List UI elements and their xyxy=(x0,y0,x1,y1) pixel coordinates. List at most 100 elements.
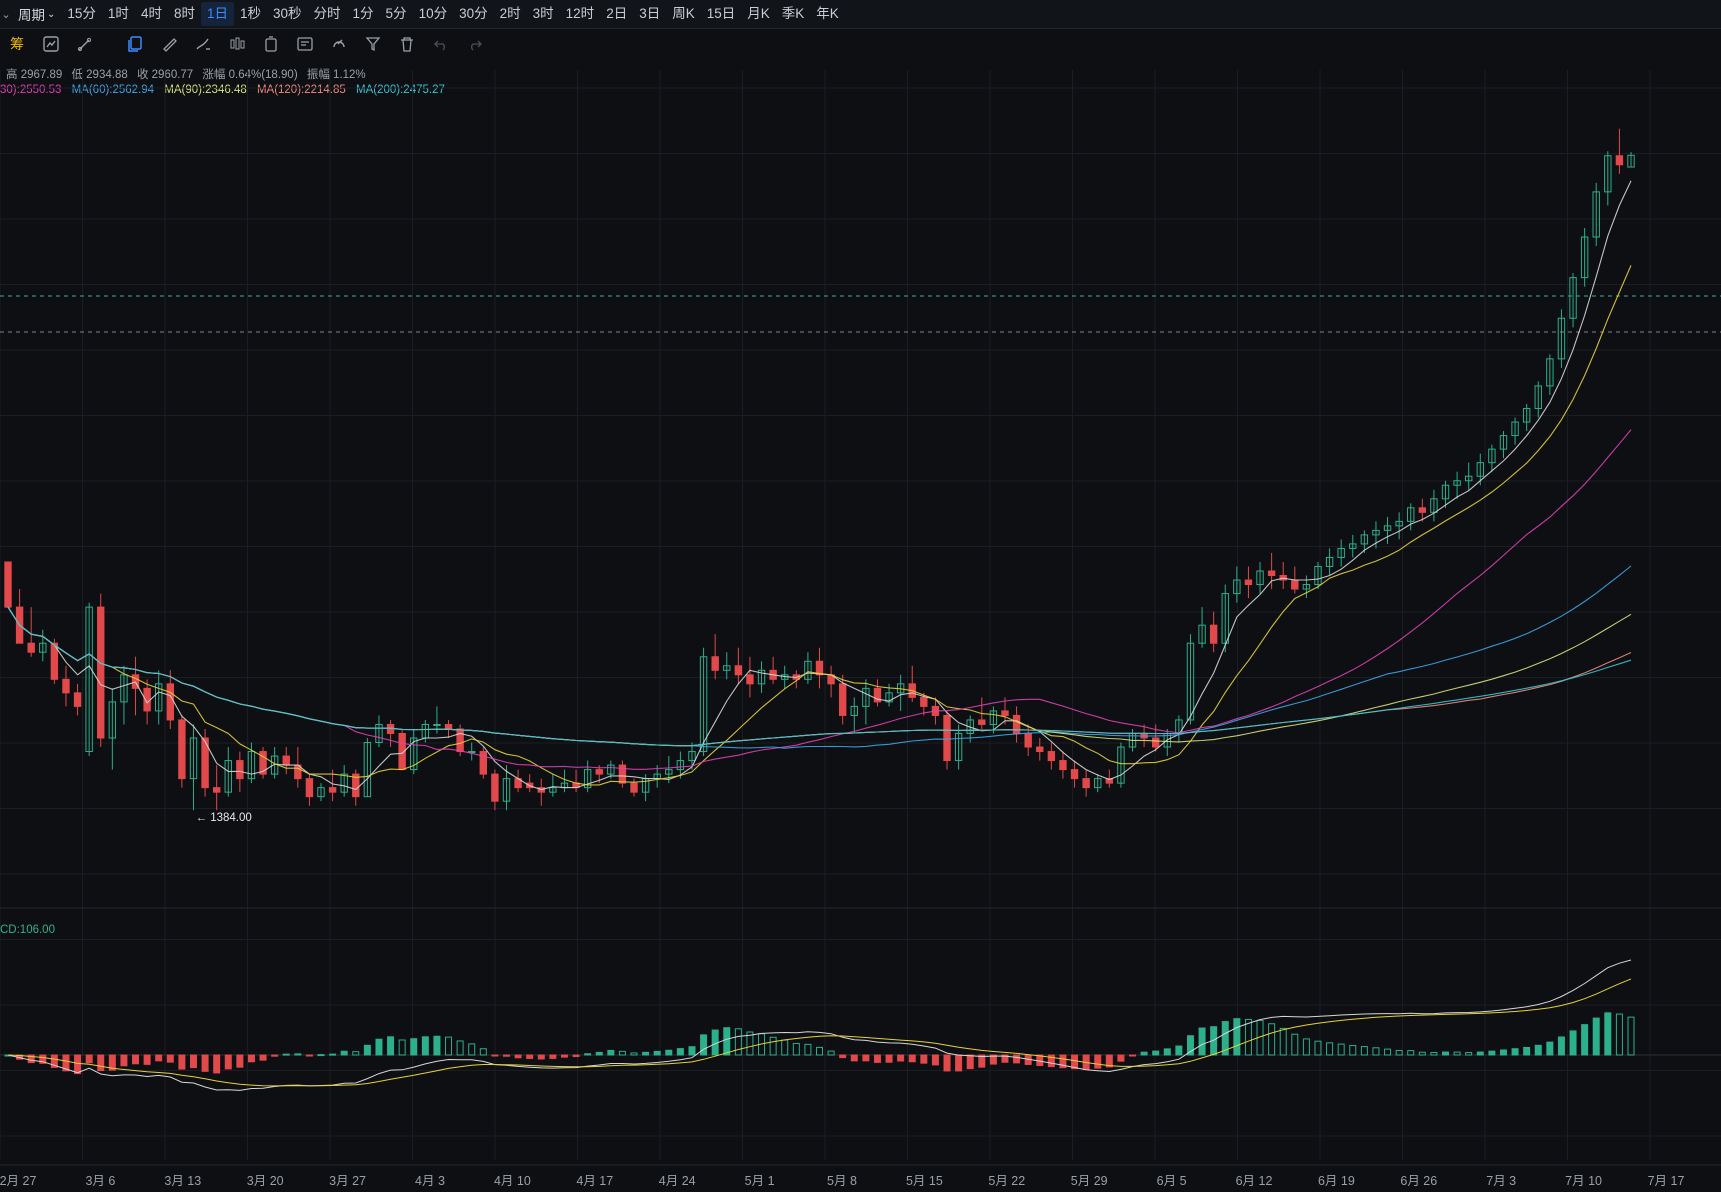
macd-bar xyxy=(572,1054,580,1058)
candle-body xyxy=(85,606,93,753)
macd-bar xyxy=(305,1054,313,1057)
candle-body xyxy=(723,665,731,671)
macd-bar xyxy=(433,1035,441,1056)
macd-bar xyxy=(1094,1054,1102,1069)
chip-icon[interactable]: 筹 xyxy=(0,29,34,59)
timeframe-0[interactable]: 15分 xyxy=(67,6,96,21)
candle-body xyxy=(491,773,499,802)
candle-body xyxy=(1604,155,1612,193)
timeframe-21[interactable]: 年K xyxy=(816,6,839,21)
timeframe-15[interactable]: 2日 xyxy=(606,6,628,21)
timeframe-16[interactable]: 3日 xyxy=(639,6,661,21)
candle-body xyxy=(862,687,870,707)
candles-icon[interactable] xyxy=(220,29,254,59)
candle-body xyxy=(885,692,893,703)
trash-icon[interactable] xyxy=(390,29,424,59)
macd-bar xyxy=(502,1054,510,1057)
candle-body xyxy=(224,760,232,793)
timeframe-4[interactable]: 1日 xyxy=(200,2,234,26)
timeframe-2[interactable]: 4时 xyxy=(140,6,162,21)
candle-body xyxy=(1233,579,1241,595)
copy-icon[interactable] xyxy=(118,29,152,59)
candle-body xyxy=(1441,484,1450,500)
undo-icon[interactable] xyxy=(424,29,458,59)
macd-bar xyxy=(1557,1036,1565,1056)
note-icon[interactable] xyxy=(288,29,322,59)
candle-body xyxy=(363,742,372,798)
candle-body xyxy=(1302,584,1311,590)
candle-body xyxy=(1395,520,1403,527)
period-dropdown[interactable]: 周期 ⌄ xyxy=(12,4,61,24)
macd-bar xyxy=(1372,1047,1380,1056)
candle-body xyxy=(433,723,441,726)
pen-icon[interactable] xyxy=(68,29,102,59)
candle-body xyxy=(1580,236,1589,279)
macd-bar xyxy=(421,1036,429,1056)
x-tick-label: 3月 6 xyxy=(85,1174,116,1188)
macd-bar xyxy=(398,1039,406,1056)
timeframe-9[interactable]: 5分 xyxy=(385,6,407,21)
timeframe-5[interactable]: 1秒 xyxy=(239,6,261,21)
macd-bar xyxy=(897,1054,905,1062)
indicator-icon[interactable] xyxy=(34,29,68,59)
delete-marker-icon[interactable] xyxy=(254,29,288,59)
ruler-icon[interactable] xyxy=(152,29,186,59)
candle-body xyxy=(1070,769,1079,780)
candle-body xyxy=(259,751,267,775)
candle-body xyxy=(1383,525,1392,531)
x-tick-label: 4月 17 xyxy=(576,1174,614,1188)
timeframe-11[interactable]: 30分 xyxy=(459,6,488,21)
macd-bar xyxy=(468,1043,476,1056)
macd-bar xyxy=(1221,1021,1229,1056)
ma200-value: MA(200):2475.27 xyxy=(356,84,445,96)
magnet-icon[interactable] xyxy=(322,29,356,59)
macd-bar xyxy=(178,1054,186,1070)
timeframe-20[interactable]: 季K xyxy=(781,6,805,21)
candle-body xyxy=(607,764,615,775)
timeframe-14[interactable]: 12时 xyxy=(565,6,595,21)
macd-bar xyxy=(1476,1051,1484,1056)
filter-icon[interactable] xyxy=(356,29,390,59)
candle-body xyxy=(1001,710,1009,716)
timeframe-12[interactable]: 2时 xyxy=(499,6,521,21)
timeframe-13[interactable]: 3时 xyxy=(532,6,554,21)
candle-body xyxy=(502,778,511,802)
low-value: 低 2934.88 xyxy=(71,69,128,81)
macd-bar xyxy=(224,1054,232,1070)
timeframe-1[interactable]: 1时 xyxy=(107,6,129,21)
macd-bar xyxy=(97,1054,105,1071)
timeframe-10[interactable]: 10分 xyxy=(418,6,448,21)
candle-body xyxy=(1534,385,1542,410)
chevron-left-icon[interactable]: ⌄ xyxy=(1,8,11,21)
macd-bar xyxy=(143,1054,151,1065)
candle-body xyxy=(328,787,337,793)
candle-body xyxy=(699,656,708,753)
macd-bar xyxy=(781,1039,789,1056)
brush-icon[interactable] xyxy=(186,29,220,59)
macd-bar xyxy=(1442,1051,1450,1056)
macd-bar xyxy=(1152,1050,1160,1056)
timeframe-19[interactable]: 月K xyxy=(747,6,770,21)
candle-body xyxy=(1372,529,1380,536)
low-marker-value: 1384.00 xyxy=(210,812,252,825)
timeframe-18[interactable]: 15日 xyxy=(706,6,736,21)
macd-bar xyxy=(665,1049,673,1056)
ma60-value: MA(60):2562.94 xyxy=(71,84,155,96)
timeframe-17[interactable]: 周K xyxy=(672,6,695,21)
macd-bar xyxy=(1302,1038,1310,1056)
timeframe-7[interactable]: 分时 xyxy=(313,6,341,21)
candle-body xyxy=(1024,732,1032,748)
x-tick-label: 5月 15 xyxy=(905,1174,943,1188)
candle-body xyxy=(1418,507,1427,513)
timeframe-6[interactable]: 30秒 xyxy=(273,6,302,21)
macd-bar xyxy=(630,1052,638,1056)
timeframe-3[interactable]: 8时 xyxy=(173,6,195,21)
macd-bar xyxy=(816,1046,823,1056)
timeframe-8[interactable]: 1分 xyxy=(352,6,374,21)
macd-bar xyxy=(1175,1045,1183,1056)
macd-bar xyxy=(537,1054,545,1060)
macd-bar xyxy=(1071,1054,1079,1070)
redo-icon[interactable] xyxy=(458,29,492,59)
ohlc-info: 高 2967.89 低 2934.88 收 2960.77 涨幅 0.64%(1… xyxy=(6,66,372,82)
